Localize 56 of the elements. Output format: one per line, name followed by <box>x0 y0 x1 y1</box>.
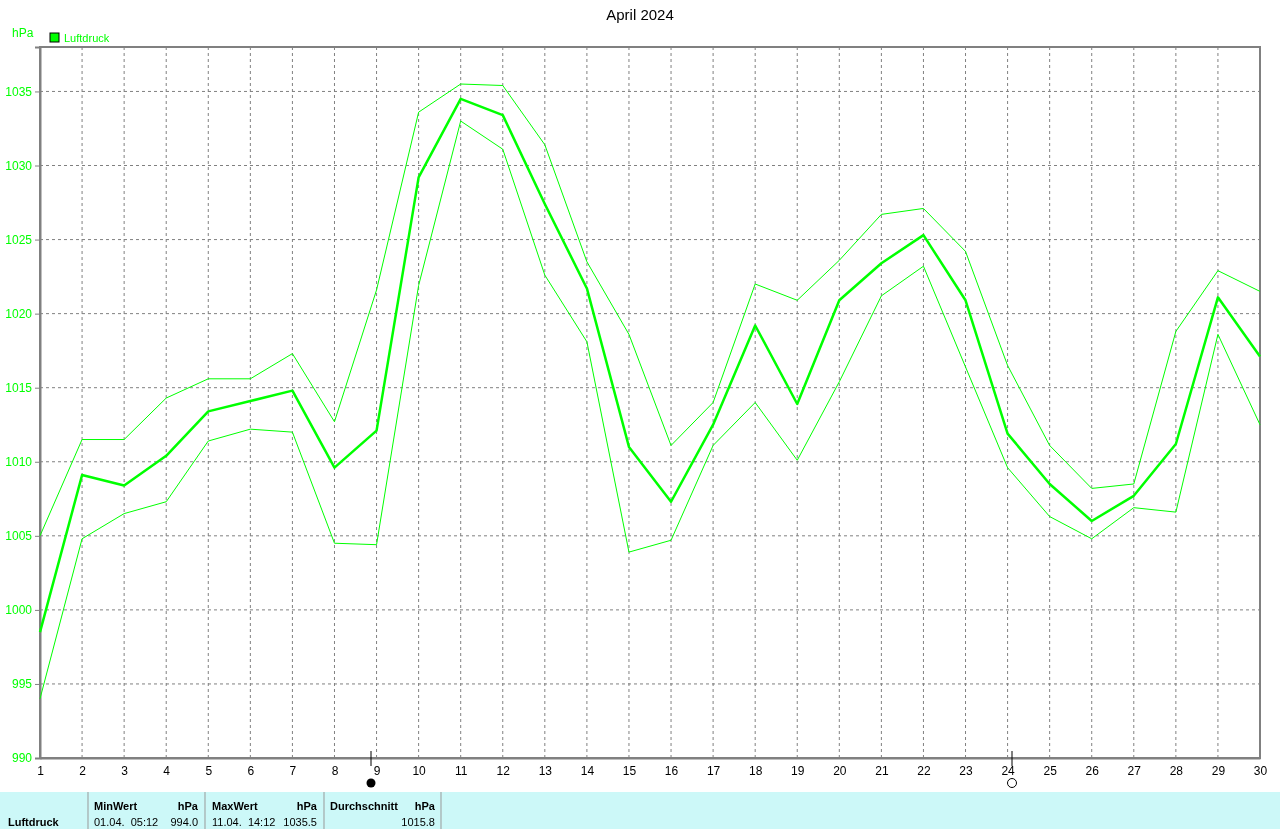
x-tick-label: 23 <box>959 763 974 778</box>
x-tick-label: 12 <box>496 763 511 778</box>
x-tick-label: 16 <box>664 763 679 778</box>
text: hPa <box>296 800 318 812</box>
text: hPa <box>414 800 436 812</box>
text: 01.04. 05:12 <box>94 816 159 828</box>
text: MinWert <box>94 800 138 812</box>
x-tick-label: 17 <box>706 763 721 778</box>
x-tick-label: 2 <box>79 763 87 778</box>
text: Durchschnitt <box>330 800 399 812</box>
y-tick-label: 1030 <box>5 158 33 173</box>
x-tick-label: 10 <box>412 763 427 778</box>
x-tick-label: 19 <box>791 763 805 778</box>
text: 1015.8 <box>401 816 435 828</box>
x-tick-label: 7 <box>289 763 297 778</box>
x-tick-label: 22 <box>917 763 931 778</box>
line-series <box>39 83 1261 537</box>
x-tick-label: 29 <box>1211 763 1226 778</box>
y-tick-label: 1025 <box>5 232 33 247</box>
y-tick-label: 990 <box>11 751 33 766</box>
text: 1035.5 <box>283 816 317 828</box>
x-tick-label: 13 <box>538 763 553 778</box>
x-tick-label: 6 <box>247 763 255 778</box>
x-tick-label: 4 <box>163 763 171 778</box>
x-tick-label: 8 <box>331 763 339 778</box>
x-tick-label: 27 <box>1127 763 1142 778</box>
x-tick-label: 24 <box>1001 763 1016 778</box>
y-tick-label: 1015 <box>5 381 33 396</box>
text: hPa <box>177 800 199 812</box>
y-tick-label: 1000 <box>5 603 33 618</box>
legend-label: Luftdruck <box>64 32 110 44</box>
x-tick-label: 11 <box>454 763 468 778</box>
x-tick-label: 9 <box>373 763 381 778</box>
y-tick-label: 1005 <box>5 529 33 544</box>
chart-title: April 2024 <box>606 6 674 23</box>
y-tick-label: 1035 <box>5 84 33 99</box>
x-tick-label: 30 <box>1253 763 1268 778</box>
x-tick-label: 1 <box>37 763 45 778</box>
y-axis-title: hPa <box>12 26 34 40</box>
x-tick-label: 26 <box>1085 763 1100 778</box>
x-tick-label: 20 <box>833 763 847 778</box>
x-tick-label: 14 <box>580 763 595 778</box>
y-tick-label: 995 <box>11 677 33 692</box>
y-tick-label: 1010 <box>5 455 33 470</box>
x-tick-label: 15 <box>622 763 637 778</box>
x-tick-label: 25 <box>1043 763 1058 778</box>
x-tick-label: 5 <box>205 763 213 778</box>
text: MaxWert <box>212 800 258 812</box>
x-tick-label: 3 <box>121 763 129 778</box>
x-tick-label: 28 <box>1169 763 1184 778</box>
text: 11.04. 14:12 <box>212 816 276 828</box>
x-tick-label: 21 <box>875 763 889 778</box>
text: 994.0 <box>170 816 198 828</box>
text: Luftdruck <box>8 816 60 828</box>
x-tick-label: 18 <box>748 763 763 778</box>
y-tick-label: 1020 <box>5 306 33 321</box>
